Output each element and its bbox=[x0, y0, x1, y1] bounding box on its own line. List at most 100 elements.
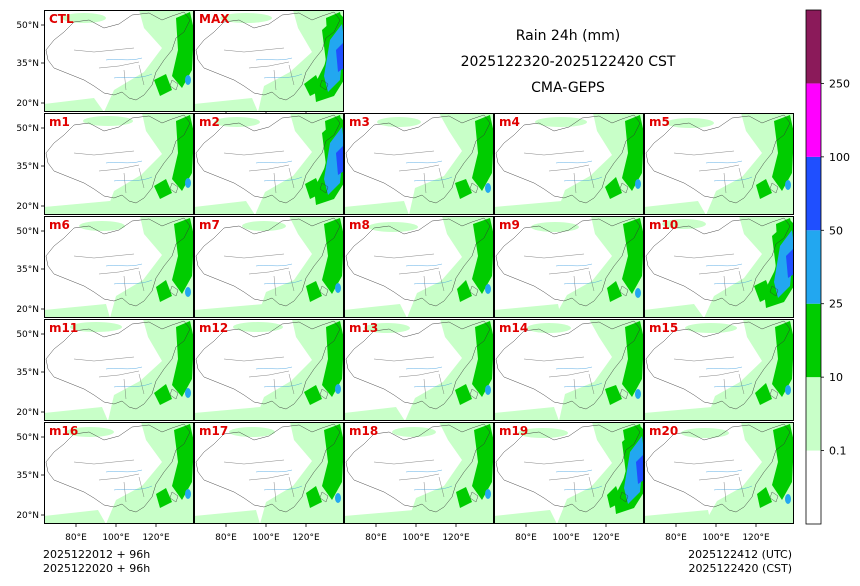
panel-label: m2 bbox=[199, 115, 220, 129]
rain-heavy-area bbox=[324, 24, 344, 92]
rain-moderate-area bbox=[772, 321, 794, 397]
panel-label: m13 bbox=[349, 321, 378, 335]
rain-light-south bbox=[194, 304, 264, 318]
panel-frame bbox=[44, 422, 194, 524]
panel-label: m6 bbox=[49, 218, 70, 232]
rain-heavy-spot bbox=[635, 389, 641, 399]
rain-light-south bbox=[44, 98, 104, 112]
panel-label: m19 bbox=[499, 424, 528, 438]
panel-label: m10 bbox=[649, 218, 678, 232]
panel-label: m8 bbox=[349, 218, 370, 232]
lon-tick-label: 100°E bbox=[552, 533, 580, 543]
chart-title: Rain 24h (mm) bbox=[516, 28, 621, 44]
lon-tick-label: 120°E bbox=[742, 533, 770, 543]
panel-m2: m2 bbox=[194, 113, 344, 215]
panel-m20: m20 80°E 100°E 120°E bbox=[644, 422, 794, 543]
rain-moderate-patch bbox=[156, 280, 172, 302]
rain-moderate-patch bbox=[456, 487, 472, 508]
lat-tick-label: 50°N bbox=[16, 330, 39, 340]
panel-label: m16 bbox=[49, 424, 78, 438]
rain-light-south bbox=[494, 407, 559, 421]
rain-light-south bbox=[494, 510, 557, 524]
rain-moderate-patch bbox=[457, 280, 472, 302]
panel-m11: m11 50°N 35°N 20°N bbox=[16, 319, 194, 421]
panel-frame bbox=[44, 113, 194, 215]
rain-light-south bbox=[194, 98, 258, 112]
panel-m15: m15 bbox=[644, 319, 794, 421]
rain-heavy-spot bbox=[635, 179, 641, 189]
panel-label: m3 bbox=[349, 115, 370, 129]
panel-label: m11 bbox=[49, 321, 78, 335]
panel-m14: m14 bbox=[494, 319, 644, 421]
rain-light-area bbox=[260, 422, 344, 524]
rain-light-south bbox=[194, 407, 262, 421]
chart-subtitle: 2025122320-2025122420 CST bbox=[461, 54, 676, 70]
rain-heavy-spot bbox=[335, 384, 341, 394]
lon-tick-label: 120°E bbox=[592, 533, 620, 543]
colorbar: 0.1 10 25 50 100 250 bbox=[805, 9, 850, 525]
panel-label: m1 bbox=[49, 115, 70, 129]
rain-heavy-spot bbox=[485, 489, 491, 499]
rain-moderate-area bbox=[472, 115, 494, 191]
rain-light-area bbox=[556, 113, 644, 215]
rain-light-north bbox=[242, 221, 286, 231]
model-name: CMA-GEPS bbox=[531, 80, 605, 96]
rain-light-area bbox=[559, 319, 644, 421]
rain-heavy-area bbox=[624, 436, 644, 504]
panel-m12: m12 bbox=[194, 319, 344, 421]
lat-tick-label: 35°N bbox=[16, 265, 39, 275]
rain-light-north bbox=[662, 219, 706, 229]
valid-time-cst: 2025122420 (CST) bbox=[689, 562, 792, 575]
panel-frame bbox=[644, 319, 794, 421]
rain-moderate-area bbox=[772, 115, 794, 191]
lat-tick-label: 35°N bbox=[16, 162, 39, 172]
panel-label: m12 bbox=[199, 321, 228, 335]
rain-light-area bbox=[405, 319, 494, 421]
lat-tick-label: 35°N bbox=[16, 368, 39, 378]
panel-frame bbox=[344, 216, 494, 318]
rain-heavy-area bbox=[324, 127, 344, 195]
rain-heavy-spot bbox=[485, 183, 491, 193]
panel-label: m15 bbox=[649, 321, 678, 335]
rain-light-south bbox=[644, 407, 713, 421]
colorbar-segment bbox=[806, 156, 821, 231]
panel-m4: m4 bbox=[494, 113, 644, 215]
rain-moderate-patch bbox=[156, 488, 172, 508]
lon-tick-label: 80°E bbox=[215, 533, 237, 543]
rain-heavy-spot bbox=[335, 493, 341, 503]
panel-frame bbox=[44, 216, 194, 318]
panel-frame bbox=[644, 422, 794, 524]
rain-moderate-area bbox=[322, 424, 344, 500]
panel-frame bbox=[344, 113, 494, 215]
rain-moderate-area bbox=[772, 424, 794, 500]
rain-light-north bbox=[62, 13, 106, 23]
rain-light-north bbox=[535, 117, 587, 127]
rain-light-area bbox=[407, 216, 494, 318]
panel-m1: m1 50°N 35°N 20°N bbox=[16, 113, 194, 215]
rain-intense-area bbox=[636, 454, 644, 484]
rain-moderate-area bbox=[322, 321, 344, 397]
rain-light-north bbox=[666, 118, 714, 128]
rain-light-area bbox=[554, 216, 644, 318]
panel-label: m18 bbox=[349, 424, 378, 438]
rain-moderate-patch bbox=[755, 383, 772, 405]
lat-tick-label: 50°N bbox=[16, 21, 39, 31]
rain-light-south bbox=[344, 407, 405, 421]
rain-light-area bbox=[106, 422, 194, 524]
lon-tick-label: 120°E bbox=[292, 533, 320, 543]
panel-m6: m6 50°N 35°N 20°N bbox=[16, 216, 194, 318]
rain-light-south bbox=[344, 201, 409, 215]
lat-tick-label: 35°N bbox=[16, 471, 39, 481]
rain-moderate-patch bbox=[455, 179, 472, 199]
rain-moderate-area bbox=[622, 321, 644, 397]
rain-light-area bbox=[706, 319, 794, 421]
panel-MAX: MAX bbox=[194, 10, 344, 115]
rain-light-north bbox=[70, 322, 122, 332]
rain-light-south bbox=[194, 510, 260, 524]
colorbar-label: 50 bbox=[829, 224, 843, 237]
rain-heavy-spot bbox=[185, 287, 191, 297]
rain-moderate-area bbox=[172, 321, 194, 397]
colorbar-frame bbox=[805, 9, 822, 525]
rain-heavy-spot bbox=[785, 385, 791, 395]
